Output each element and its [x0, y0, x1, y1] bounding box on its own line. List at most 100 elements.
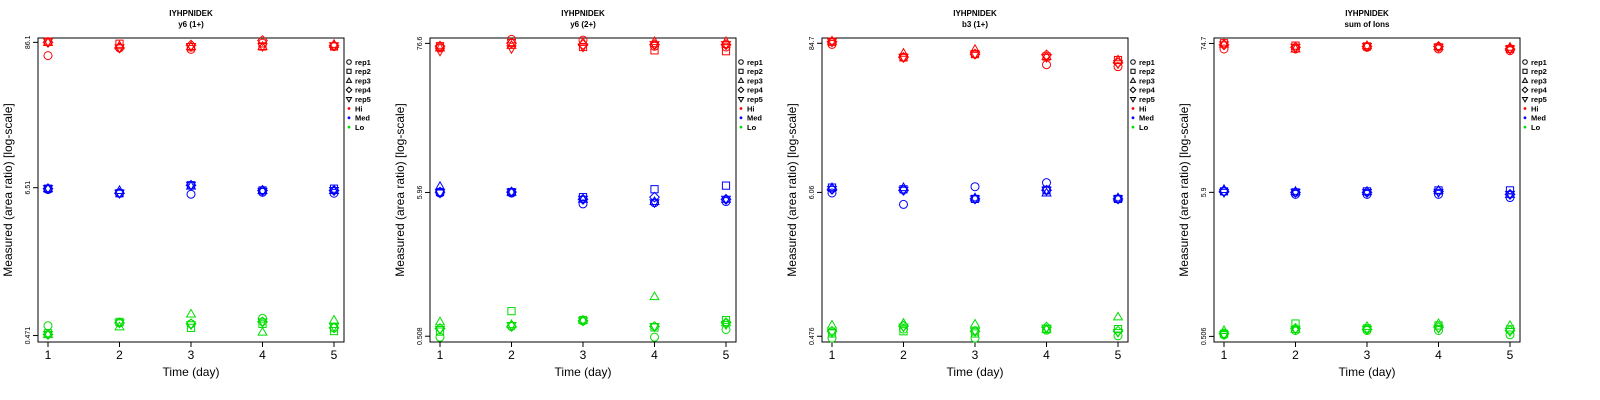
legend-label-rep2: rep2 [1531, 67, 1547, 76]
data-point-med-triangle-down [1218, 188, 1230, 198]
data-point-hi-diamond [505, 37, 518, 49]
data-point-hi-triangle-down [1290, 43, 1301, 53]
data-point-hi-triangle-down [185, 42, 197, 53]
x-tick-label: 4 [1435, 348, 1442, 362]
data-point-lo-triangle-down [1504, 328, 1516, 338]
data-point-lo-triangle-down [577, 317, 589, 327]
legend-marker-rep5 [345, 96, 353, 103]
data-point-hi-circle [1219, 44, 1229, 54]
legend-label-rep4: rep4 [1139, 86, 1156, 95]
chart-panel-2: IYHPNIDEK y6 (2+) 1 2 3 4 5 Time (day) 0.508 5.96… [393, 9, 764, 379]
data-point-lo-triangle-up [1290, 323, 1301, 333]
data-point-hi-triangle-down [114, 44, 125, 54]
legend-marker-rep2 [738, 68, 744, 74]
data-point-hi-triangle-down [434, 47, 446, 57]
data-point-lo-square [899, 327, 908, 336]
x-tick-label: 1 [437, 348, 444, 362]
x-axis-label: Time (day) [555, 365, 612, 379]
legend-label-Hi: Hi [1139, 104, 1147, 113]
legend-color-dot-Lo [1523, 125, 1527, 129]
legend-marker-rep4 [737, 86, 745, 94]
y-tick-label: 5.96 [417, 186, 424, 200]
data-point-lo-triangle-up [1218, 324, 1230, 334]
data-point-med-triangle-up [1112, 192, 1124, 202]
data-point-lo-triangle-down [42, 330, 54, 341]
data-point-med-triangle-down [826, 185, 838, 195]
data-point-med-triangle-up [42, 183, 54, 193]
data-point-hi-triangle-down [720, 41, 732, 51]
data-point-lo-circle [258, 313, 267, 323]
data-point-lo-triangle-down [1290, 325, 1301, 336]
data-point-med-triangle-down [969, 195, 981, 205]
data-point-lo-triangle-up [1112, 311, 1124, 321]
chart-title: IYHPNIDEK [561, 9, 605, 18]
data-point-med-triangle-down [1041, 186, 1052, 196]
data-point-hi-square [970, 49, 980, 59]
data-point-hi-triangle-down [898, 53, 909, 63]
data-point-hi-triangle-down [506, 45, 517, 55]
data-point-hi-square [115, 39, 124, 48]
data-point-med-triangle-down [42, 185, 54, 195]
data-point-med-square [721, 181, 731, 190]
legend-label-rep2: rep2 [1139, 67, 1155, 76]
data-point-lo-triangle-up [328, 314, 340, 324]
plot-area [821, 37, 1129, 343]
data-point-hi-triangle-down [1112, 60, 1124, 70]
data-point-hi-triangle-down [826, 38, 838, 48]
legend-marker-rep2 [1130, 68, 1136, 74]
y-tick-label: 6.51 [25, 181, 32, 195]
legend-marker-rep1 [346, 59, 352, 65]
data-point-hi-triangle-up [649, 35, 660, 46]
x-tick-label: 3 [972, 348, 979, 362]
data-point-hi-triangle-down [1361, 42, 1373, 53]
data-point-med-circle [970, 182, 980, 192]
data-point-hi-triangle-up [1218, 38, 1230, 48]
data-point-lo-square [507, 307, 516, 316]
x-tick-label: 4 [1043, 348, 1050, 362]
data-point-hi-triangle-up [826, 35, 838, 45]
data-point-hi-triangle-down [1504, 45, 1516, 55]
legend-marker-rep5 [1129, 96, 1137, 103]
data-point-hi-triangle-up [898, 47, 909, 57]
chart-subtitle: sum of Ions [1345, 20, 1390, 29]
legend-label-rep1: rep1 [1139, 58, 1155, 67]
data-point-med-triangle-down [720, 195, 732, 205]
legend-color-dot-Lo [739, 125, 743, 129]
data-point-lo-square [329, 326, 339, 336]
legend-marker-rep5 [737, 96, 745, 103]
data-point-med-triangle-up [506, 186, 517, 196]
legend-marker-rep1 [738, 59, 744, 65]
y-axis-label: Measured (area ratio) [log-scale] [393, 103, 407, 276]
legend-label-rep4: rep4 [747, 86, 764, 95]
data-point-hi-triangle-down [1433, 43, 1444, 53]
legend-label-Lo: Lo [1139, 123, 1149, 132]
legend-label-rep3: rep3 [1531, 76, 1547, 85]
data-point-hi-triangle-down [577, 43, 589, 53]
data-point-hi-triangle-up [969, 43, 981, 53]
y-tick-label: 74.7 [1201, 37, 1208, 51]
chart-panel-4: IYHPNIDEK sum of Ions 1 2 3 4 5 Time (day) 0.506… [1177, 9, 1548, 379]
data-point-hi-triangle-up [1112, 54, 1124, 64]
legend-label-rep5: rep5 [1531, 95, 1547, 104]
data-point-med-triangle-down [898, 186, 909, 196]
chart-panel-1: IYHPNIDEK y6 (1+) 1 2 3 4 5 Time (day) 0.471 6.51… [1, 9, 372, 379]
data-point-lo-triangle-down [826, 328, 838, 338]
data-point-med-triangle-up [1504, 188, 1516, 198]
legend-label-Lo: Lo [747, 123, 757, 132]
data-point-lo-square [721, 315, 731, 325]
x-tick-label: 2 [508, 348, 515, 362]
x-tick-label: 5 [723, 348, 730, 362]
data-point-hi-triangle-down [1041, 53, 1052, 63]
data-point-lo-triangle-down [185, 321, 197, 331]
x-tick-label: 1 [829, 348, 836, 362]
legend-marker-rep4 [1129, 86, 1137, 94]
data-point-med-triangle-up [720, 193, 732, 203]
data-point-med-triangle-down [185, 181, 197, 191]
data-point-lo-triangle-down [506, 322, 517, 332]
data-point-med-triangle-down [328, 186, 340, 197]
data-point-hi-square [258, 42, 267, 51]
data-point-med-triangle-down [1433, 188, 1444, 198]
data-point-lo-triangle-down [257, 318, 268, 328]
